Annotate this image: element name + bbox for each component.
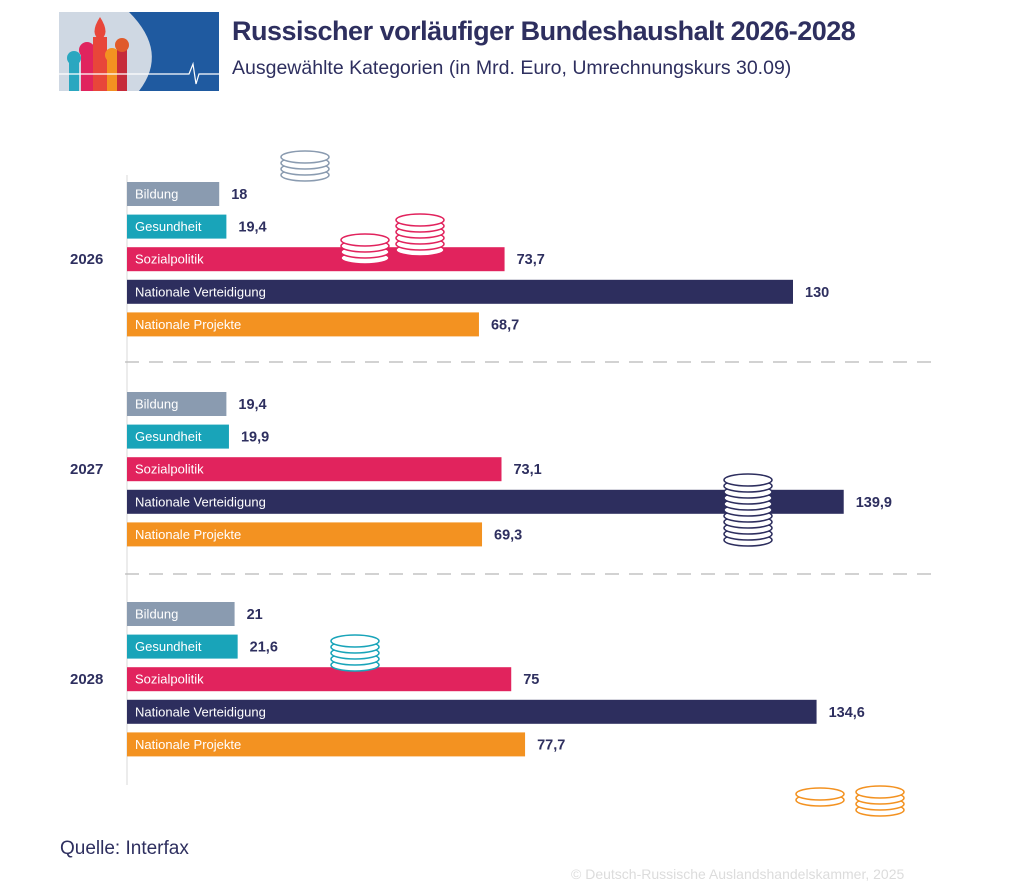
copyright-note: © Deutsch-Russische Auslandshandelskamme… xyxy=(571,866,905,882)
bar-2028-bildung xyxy=(127,602,235,626)
bar-category-label: Nationale Projekte xyxy=(135,527,241,542)
data-label: 69,3 xyxy=(494,527,522,543)
coin-stack-icon xyxy=(395,213,445,227)
bar-category-label: Bildung xyxy=(135,607,178,622)
data-label: 19,9 xyxy=(241,430,269,446)
logo-onion-domes-icon xyxy=(59,12,219,91)
bar-2026-nationale-verteidigung xyxy=(127,279,793,304)
data-label: 73,7 xyxy=(517,252,545,268)
bar-category-label: Bildung xyxy=(135,397,178,412)
data-label: 19,4 xyxy=(238,397,266,413)
bar-2028-nationale-projekte xyxy=(127,732,526,757)
bar-2028-nationale-verteidigung xyxy=(127,699,817,724)
bar-category-label: Nationale Projekte xyxy=(135,317,241,332)
bar-category-label: Sozialpolitik xyxy=(135,252,204,267)
bar-category-label: Gesundheit xyxy=(135,639,202,654)
bar-2028-sozialpolitik xyxy=(127,667,512,692)
bar-category-label: Nationale Verteidigung xyxy=(135,704,266,719)
bar-category-label: Nationale Verteidigung xyxy=(135,494,266,509)
data-label: 75 xyxy=(523,672,539,688)
bar-category-label: Nationale Projekte xyxy=(135,737,241,752)
data-label: 134,6 xyxy=(829,705,865,721)
bar-2027-gesundheit xyxy=(127,424,229,449)
data-label: 139,9 xyxy=(856,495,892,511)
bar-category-label: Gesundheit xyxy=(135,429,202,444)
chart-title: Russischer vorläufiger Bundeshaushalt 20… xyxy=(232,16,856,46)
bar-2026-gesundheit xyxy=(127,214,227,239)
bar-2027-sozialpolitik xyxy=(127,457,502,482)
bar-category-label: Bildung xyxy=(135,187,178,202)
data-label: 130 xyxy=(805,285,829,301)
data-label: 68,7 xyxy=(491,317,519,333)
data-label: 77,7 xyxy=(537,737,565,753)
coin-stack-icon xyxy=(330,634,380,648)
bar-category-label: Nationale Verteidigung xyxy=(135,284,266,299)
data-label: 73,1 xyxy=(513,462,541,478)
coin-stack-icon xyxy=(340,233,390,247)
year-label: 2026 xyxy=(70,251,103,268)
bar-2028-gesundheit xyxy=(127,634,238,659)
coin-stack-icon xyxy=(280,150,330,164)
data-label: 21 xyxy=(247,607,263,623)
bar-category-label: Sozialpolitik xyxy=(135,462,204,477)
bar-category-label: Gesundheit xyxy=(135,219,202,234)
coin-stack-icon xyxy=(723,473,773,487)
bar-category-label: Sozialpolitik xyxy=(135,672,204,687)
chart-subtitle: Ausgewählte Kategorien (in Mrd. Euro, Um… xyxy=(232,57,792,79)
bar-2027-nationale-projekte xyxy=(127,522,483,547)
bar-2027-bildung xyxy=(127,392,227,416)
coin-stack-icon xyxy=(855,785,905,799)
year-label: 2027 xyxy=(70,461,103,478)
data-label: 18 xyxy=(231,187,247,203)
bar-2026-nationale-projekte xyxy=(127,312,479,337)
coin-stack-icon xyxy=(795,787,845,801)
data-label: 19,4 xyxy=(238,220,266,236)
source-note: Quelle: Interfax xyxy=(60,838,189,859)
bar-2026-bildung xyxy=(127,182,220,206)
data-label: 21,6 xyxy=(250,640,278,656)
year-label: 2028 xyxy=(70,671,103,688)
